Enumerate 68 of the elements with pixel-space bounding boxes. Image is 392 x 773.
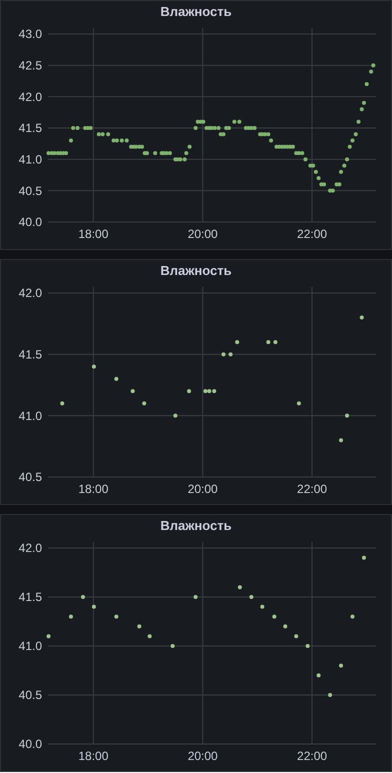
point [187,389,192,394]
point [328,693,332,697]
point [283,624,288,628]
chart-title: Влажность [160,518,232,533]
x-tick-label: 22:00 [297,482,328,496]
point [114,614,118,619]
x-tick-label: 18:00 [78,482,109,496]
point [235,340,240,344]
point [249,595,254,599]
point [130,389,135,394]
point [114,376,118,381]
point [238,585,242,590]
point [272,614,276,619]
y-tick-label: 42.0 [18,286,42,300]
y-tick-label: 41.0 [18,639,42,654]
x-tick-label: 20:00 [188,749,218,763]
y-tick-label: 41.0 [18,152,42,167]
chart-title: Влажность [160,263,232,278]
x-tick-label: 22:00 [297,749,328,763]
point [92,604,96,609]
point [92,364,96,369]
point [345,414,350,418]
point [137,624,142,628]
point [296,401,301,406]
y-tick-label: 40.0 [18,737,42,752]
point [212,389,216,394]
x-tick-label: 20:00 [188,227,218,241]
y-tick-label: 40.5 [18,688,42,702]
y-tick-label: 41.5 [18,121,42,136]
point [316,673,321,678]
point [170,644,175,648]
y-tick-label: 40.5 [18,184,42,198]
point [60,401,64,406]
point [148,634,152,638]
point [266,340,270,344]
point [46,634,51,638]
point [260,604,264,609]
y-tick-label: 42.0 [18,90,42,104]
x-tick-label: 20:00 [188,482,218,496]
x-tick-label: 18:00 [78,227,109,241]
point [142,401,146,406]
y-tick-label: 40.5 [18,470,42,484]
point [228,352,233,356]
x-tick-label: 22:00 [297,227,328,241]
y-tick-label: 41.5 [18,348,42,362]
point [350,614,354,619]
point [194,595,198,599]
point [80,595,85,599]
point [203,389,208,394]
point [339,664,344,668]
y-tick-label: 42.0 [18,541,42,556]
point [68,614,73,619]
y-tick-label: 42.5 [18,58,42,73]
point [360,316,364,320]
point [294,634,298,638]
x-tick-label: 18:00 [78,749,109,763]
y-tick-label: 41.5 [18,590,42,604]
chart-title: Влажность [160,4,232,19]
point [273,340,278,344]
y-tick-label: 43.0 [18,27,42,42]
y-tick-label: 41.0 [18,408,42,423]
point [221,352,226,356]
point [362,556,366,560]
point [207,389,212,394]
y-tick-label: 40.0 [18,215,42,230]
point [306,644,310,648]
point [339,438,344,442]
point [173,414,178,418]
